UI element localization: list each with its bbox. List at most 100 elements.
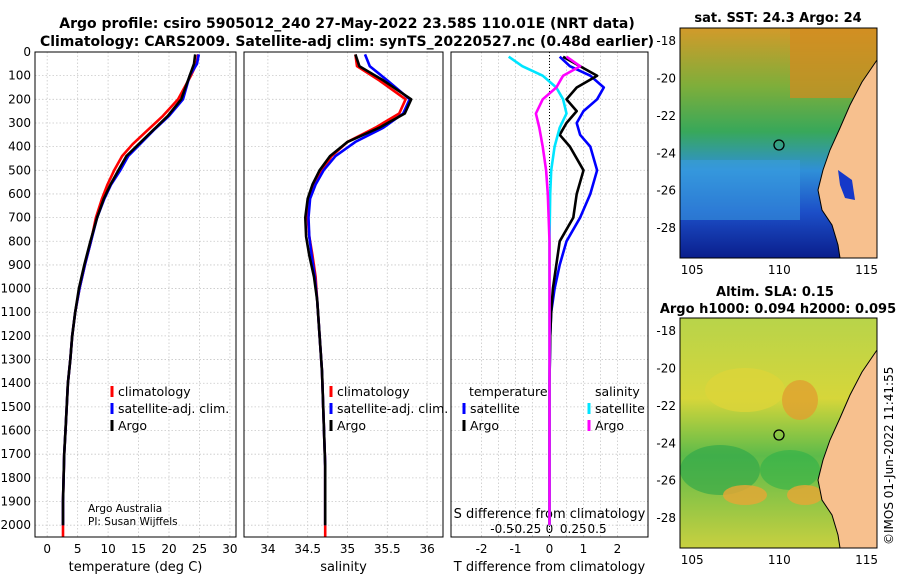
map-x-tick: 115 [855,263,878,277]
x-axis-label: temperature (deg C) [69,560,203,575]
legend-climatology: climatology [337,384,410,399]
map-y-tick: -26 [656,474,676,488]
float-marker [773,139,785,151]
legend-salinity-title: salinity [595,384,640,399]
land-australia [817,349,877,548]
y-tick-label: 200 [8,92,31,106]
map-x-tick: 115 [855,553,878,567]
y-tick-label: 1400 [0,376,31,390]
float-marker [773,429,785,441]
x-tick-label: 10 [100,542,115,556]
x-tick-label: 5 [74,542,82,556]
x-tick-label: 34 [260,542,275,556]
y-tick-label: 1100 [0,305,31,319]
map-x-tick: 105 [681,553,704,567]
legend-temperature-title: temperature [469,384,548,399]
sla-map: Altim. SLA: 0.15 Argo h1000: 0.094 h2000… [656,285,896,567]
y-tick-label: 1900 [0,495,31,509]
x-axis-label: T difference from climatology [453,560,646,575]
y-tick-label: 600 [8,187,31,201]
legend-temp-satellite: satellite [470,401,520,416]
x-tick-label: 30 [222,542,237,556]
legend-temp-argo: Argo [470,418,499,433]
y-tick-label: 300 [8,116,31,130]
map-y-tick: -24 [656,436,676,450]
x-tick-label: -1 [510,542,522,556]
salinity-legend: climatology satellite-adj. clim. Argo [329,384,448,433]
sst-map-title: sat. SST: 24.3 Argo: 24 [694,11,861,26]
x-tick-label: 36 [419,542,434,556]
map-y-tick: -18 [656,324,676,338]
map-y-tick: -20 [656,361,676,375]
credit-line-2: PI: Susan Wijffels [88,516,178,528]
temperature-panel: 0100200300400500600700800900100011001200… [0,45,237,575]
legend-sal-satellite: satellite [595,401,645,416]
series-line [534,55,582,526]
salinity-panel: 34 34.5 35 35.5 36 salinity [243,51,444,575]
legend-satellite-adj: satellite-adj. clim. [337,401,448,416]
plot-area [35,52,236,537]
x-axis-label: salinity [320,560,367,575]
s-tick-label: 0 [546,522,554,536]
map-y-tick: -20 [656,71,676,85]
legend-sal-argo: Argo [595,418,624,433]
legend-argo: Argo [337,418,366,433]
y-tick-label: 800 [8,234,31,248]
timestamp: ©IMOS 01-Jun-2022 11:41:55 [882,367,896,545]
y-tick-label: 900 [8,258,31,272]
y-tick-label: 1700 [0,447,31,461]
title-line-2: Climatology: CARS2009. Satellite-adj cli… [40,34,654,50]
difference-panel: -2 -1 0 1 2-0.5-0.25 0 0.25 0.5S difference fro… [450,51,649,575]
map-y-tick: -28 [656,511,676,525]
land-australia [817,59,877,258]
x-tick-label: 15 [131,542,146,556]
y-tick-label: 1800 [0,471,31,485]
plot-frame [243,51,444,538]
s-tick-label: -0.25 [510,522,541,536]
credit-line-1: Argo Australia [88,503,162,515]
y-tick-label: 1600 [0,424,31,438]
map-y-tick: -18 [656,34,676,48]
map-y-tick: -28 [656,221,676,235]
y-tick-label: 700 [8,211,31,225]
y-tick-label: 1500 [0,400,31,414]
x-tick-label: 34.5 [294,542,321,556]
legend-argo: Argo [118,418,147,433]
sla-map-title-1: Altim. SLA: 0.15 [716,285,834,300]
y-tick-label: 1000 [0,282,31,296]
s-tick-label: 0.25 [560,522,587,536]
map-y-tick: -24 [656,146,676,160]
map-y-tick: -22 [656,109,676,123]
legend-climatology: climatology [118,384,191,399]
y-tick-label: 400 [8,140,31,154]
y-tick-label: 1200 [0,329,31,343]
sla-map-title-2: Argo h1000: 0.094 h2000: 0.095 [660,302,896,317]
s-tick-label: 0.5 [588,522,607,536]
plot-frame [450,51,649,538]
x-tick-label: 35.5 [374,542,401,556]
sst-map: sat. SST: 24.3 Argo: 24 105 110 115 -18 -20 -… [656,11,878,277]
title-line-1: Argo profile: csiro 5905012_240 27-May-2… [59,16,634,32]
x-tick-label: -2 [476,542,488,556]
x-tick-label: 20 [161,542,176,556]
series-line [304,53,413,526]
y-tick-label: 0 [23,45,31,59]
x-tick-label: 35 [340,542,355,556]
series-line [61,54,197,526]
y-tick-label: 100 [8,69,31,83]
temperature-legend: climatology satellite-adj. clim. Argo [110,384,229,433]
x-tick-label: 2 [614,542,622,556]
y-tick-label: 1300 [0,353,31,367]
map-x-tick: 110 [768,553,791,567]
legend-satellite-adj: satellite-adj. clim. [118,401,229,416]
plot-frame [34,51,237,538]
map-x-tick: 110 [768,263,791,277]
difference-legend: temperature satellite Argo salinity sate… [462,384,645,433]
x-tick-label: 0 [43,542,51,556]
x-tick-label: 0 [546,542,554,556]
plot-area [244,52,443,537]
map-x-tick: 105 [681,263,704,277]
map-y-tick: -26 [656,184,676,198]
y-tick-label: 500 [8,163,31,177]
